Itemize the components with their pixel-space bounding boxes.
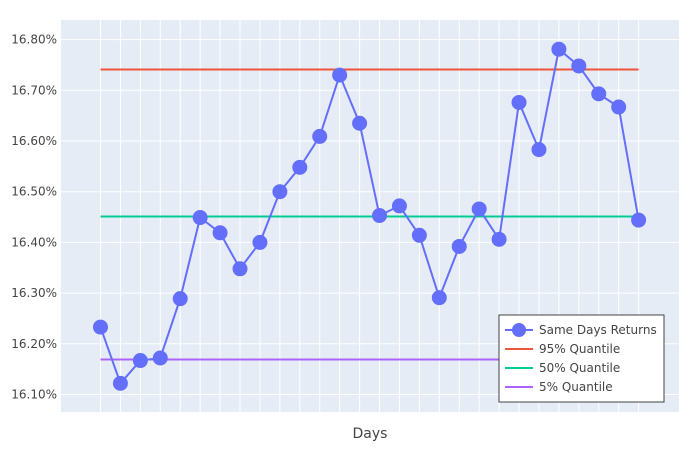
data-point	[391, 198, 407, 214]
series-line	[99, 47, 640, 386]
data-point	[93, 319, 108, 335]
y-tick-label: 16.50%	[11, 185, 57, 199]
data-point	[491, 231, 507, 247]
data-point	[631, 212, 647, 228]
data-point	[511, 94, 527, 110]
data-point	[272, 184, 288, 200]
data-point	[132, 353, 148, 369]
data-point	[152, 350, 168, 366]
y-tick-label: 16.60%	[11, 134, 57, 148]
data-point	[312, 128, 328, 144]
data-point	[172, 291, 188, 307]
data-point	[591, 86, 607, 102]
x-axis-title: Days	[353, 426, 388, 442]
data-point	[352, 115, 368, 131]
legend-marker	[512, 323, 526, 337]
data-point	[431, 290, 447, 306]
legend-label: 50% Quantile	[539, 361, 620, 375]
data-point	[192, 210, 208, 226]
data-point	[571, 58, 587, 74]
y-tick-label: 16.40%	[11, 235, 57, 249]
data-point	[611, 99, 627, 115]
y-tick-label: 16.20%	[11, 337, 57, 351]
legend-label: 5% Quantile	[539, 380, 613, 394]
data-point	[451, 238, 467, 254]
data-point	[112, 375, 128, 391]
data-point	[252, 234, 268, 250]
legend: Same Days Returns 95% Quantile 50% Quantil…	[498, 314, 665, 403]
data-point	[471, 201, 487, 217]
data-point	[411, 227, 427, 243]
series-returns	[93, 41, 647, 391]
y-axis-ticks: 16.10% 16.20% 16.30% 16.40% 16.50% 16.60% 16.7…	[11, 33, 57, 402]
legend-label: Same Days Returns	[539, 323, 657, 337]
legend-label: 95% Quantile	[539, 342, 620, 356]
data-point	[372, 208, 388, 224]
y-tick-label: 16.70%	[11, 83, 57, 97]
y-tick-label: 16.30%	[11, 286, 57, 300]
y-tick-label: 16.10%	[11, 388, 57, 402]
data-point	[551, 41, 567, 57]
data-point	[292, 159, 308, 175]
data-point	[232, 261, 248, 277]
data-point	[531, 142, 547, 158]
data-point	[332, 67, 348, 83]
data-point	[212, 225, 228, 241]
y-tick-label: 16.80%	[11, 33, 57, 47]
